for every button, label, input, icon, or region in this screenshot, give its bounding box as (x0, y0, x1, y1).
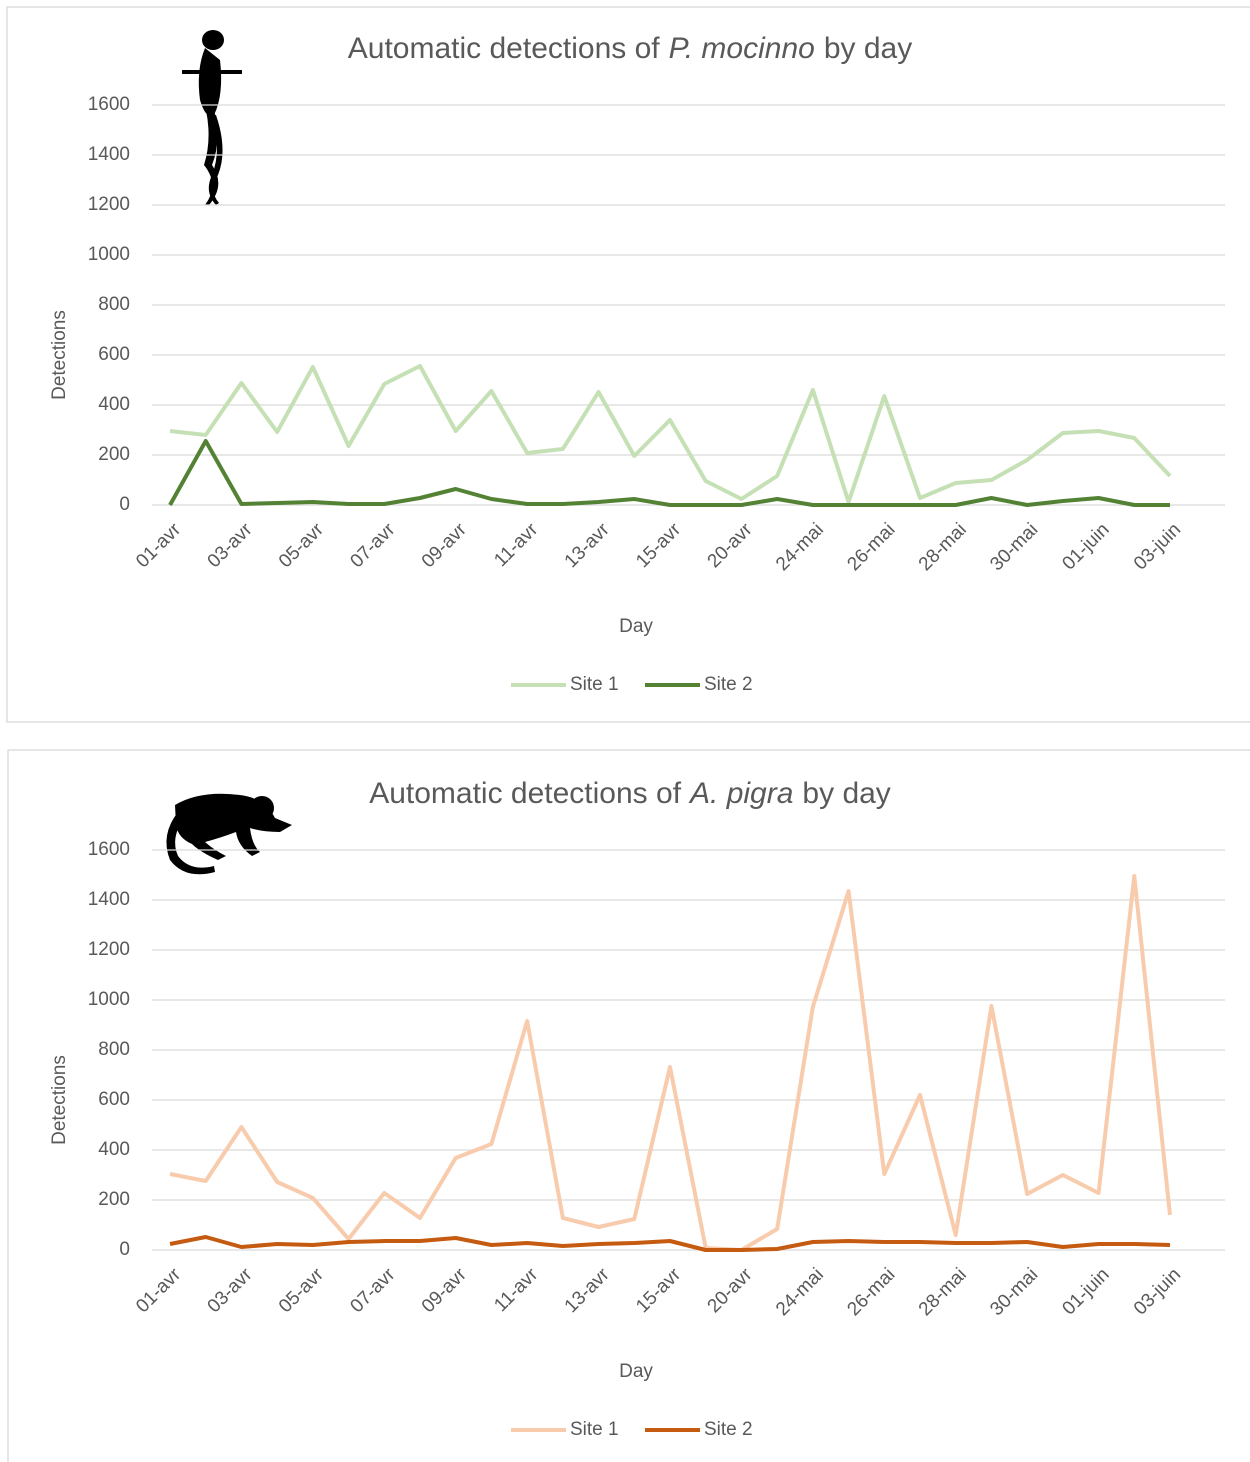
title-part: P. mocinno (669, 32, 815, 65)
x-tick-label: 26-mai (843, 1264, 899, 1320)
panel-frame (7, 749, 1250, 1462)
series-line (169, 874, 1172, 1252)
x-tick-label: 03-juin (1130, 519, 1185, 574)
y-tick-label: 1400 (88, 144, 130, 165)
y-tick-label: 200 (98, 1189, 130, 1210)
y-tick-label: 0 (119, 494, 130, 515)
title-part: Automatic detections of (369, 777, 682, 810)
x-tick-label: 20-avr (704, 1264, 757, 1317)
legend-label: Site 2 (704, 1419, 753, 1440)
y-tick-label: 600 (98, 1089, 130, 1110)
y-tick-label: 800 (98, 294, 130, 315)
legend-label: Site 1 (570, 674, 619, 695)
x-tick-label: 13-avr (561, 519, 614, 572)
panel-frame (6, 6, 1250, 723)
x-tick-label: 24-mai (772, 519, 828, 575)
x-tick-label: 01-juin (1058, 519, 1113, 574)
x-tick-label: 07-avr (346, 519, 399, 572)
y-tick-label: 1000 (88, 989, 130, 1010)
y-tick-label: 1600 (88, 94, 130, 115)
x-tick-label: 30-mai (986, 1264, 1042, 1320)
x-axis-label: Day (619, 616, 653, 637)
x-tick-label: 09-avr (418, 1264, 471, 1317)
title-part: by day (802, 777, 890, 810)
y-tick-label: 1200 (88, 194, 130, 215)
y-axis-label: Detections (49, 310, 70, 400)
x-tick-label: 07-avr (346, 1264, 399, 1317)
x-tick-label: 13-avr (561, 1264, 614, 1317)
x-tick-label: 03-avr (204, 519, 257, 572)
x-tick-label: 11-avr (490, 1264, 542, 1316)
y-tick-label: 400 (98, 1139, 130, 1160)
chart-title: Automatic detections of P. mocinno by day (348, 32, 912, 65)
x-tick-label: 03-juin (1130, 1264, 1185, 1319)
x-tick-label: 05-avr (275, 519, 328, 572)
chart-title: Automatic detections of A. pigra by day (369, 777, 891, 810)
series-line (168, 439, 1170, 507)
y-tick-label: 1000 (88, 244, 130, 265)
legend-label: Site 1 (570, 1419, 619, 1440)
x-tick-label: 01-avr (132, 1264, 185, 1317)
y-tick-label: 400 (98, 394, 130, 415)
x-tick-label: 28-mai (915, 1264, 971, 1320)
title-part: Automatic detections of (348, 32, 661, 65)
x-tick-label: 26-mai (843, 519, 899, 575)
y-tick-label: 200 (98, 444, 130, 465)
y-tick-label: 600 (98, 344, 130, 365)
x-tick-label: 05-avr (275, 1264, 328, 1317)
x-tick-label: 30-mai (986, 519, 1042, 575)
bird-icon (182, 30, 242, 205)
title-part: by day (824, 32, 912, 65)
x-tick-label: 15-avr (632, 519, 685, 572)
series-line (169, 364, 1172, 504)
y-tick-label: 1600 (88, 839, 130, 860)
y-tick-label: 1200 (88, 939, 130, 960)
x-tick-label: 01-juin (1058, 1264, 1113, 1319)
x-tick-label: 03-avr (204, 1264, 257, 1317)
x-tick-label: 15-avr (632, 1264, 685, 1317)
monkey-icon (166, 793, 292, 875)
legend-label: Site 2 (704, 674, 753, 695)
y-axis-label: Detections (49, 1055, 70, 1145)
x-tick-label: 20-avr (704, 519, 757, 572)
x-tick-label: 01-avr (132, 519, 185, 572)
series-line (169, 1235, 1171, 1252)
title-part: A. pigra (688, 777, 793, 810)
y-tick-label: 0 (119, 1239, 130, 1260)
y-tick-label: 1400 (88, 889, 130, 910)
x-axis-label: Day (619, 1361, 653, 1382)
x-tick-label: 09-avr (418, 519, 471, 572)
x-tick-label: 11-avr (490, 519, 542, 571)
x-tick-label: 28-mai (915, 519, 971, 575)
x-tick-label: 24-mai (772, 1264, 828, 1320)
y-tick-label: 800 (98, 1039, 130, 1060)
